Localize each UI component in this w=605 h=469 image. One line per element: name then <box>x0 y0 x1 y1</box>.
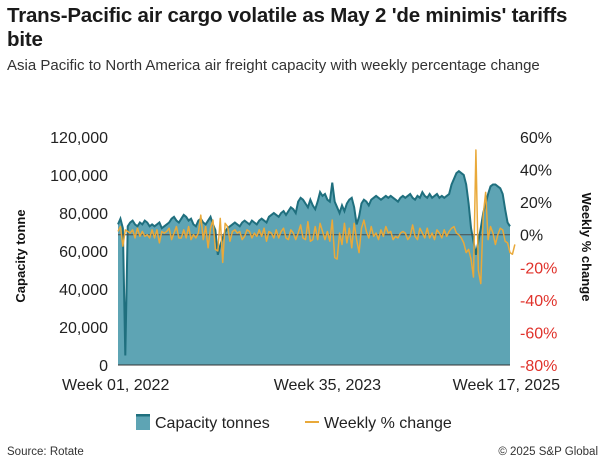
right-tick-label: -20% <box>520 260 557 277</box>
weekly-change-line <box>117 149 516 285</box>
legend-label-weekly-change: Weekly % change <box>324 415 452 432</box>
right-tick-label: -80% <box>520 358 557 375</box>
right-tick-label: -60% <box>520 325 557 342</box>
right-axis-ticks: -80% -60% -40% -20% 0% 20% 40% 60% <box>520 130 557 375</box>
legend-swatch-capacity <box>136 414 150 430</box>
left-tick-label: 120,000 <box>50 130 108 147</box>
x-tick-label: Week 35, 2023 <box>274 377 381 394</box>
left-axis-ticks: 0 20,000 40,000 60,000 80,000 100,000 120,000 <box>50 130 108 375</box>
legend: Capacity tonnes Weekly % change <box>136 414 452 432</box>
right-tick-label: 20% <box>520 195 552 212</box>
right-tick-label: 40% <box>520 163 552 180</box>
right-tick-label: 0% <box>520 228 543 245</box>
x-axis-ticks: Week 01, 2022 Week 35, 2023 Week 17, 2025 <box>62 377 560 394</box>
copyright-note: © 2025 S&P Global <box>498 446 598 458</box>
legend-label-capacity: Capacity tonnes <box>155 415 270 432</box>
left-tick-label: 0 <box>99 358 108 375</box>
left-tick-label: 60,000 <box>59 244 108 261</box>
chart-title: Trans-Pacific air cargo volatile as May … <box>7 4 568 51</box>
left-tick-label: 20,000 <box>59 320 108 337</box>
capacity-area-outline <box>117 169 511 356</box>
legend-swatch-capacity-outline <box>136 414 150 417</box>
left-tick-label: 40,000 <box>59 282 108 299</box>
right-tick-label: -40% <box>520 293 557 310</box>
left-tick-label: 100,000 <box>50 168 108 185</box>
capacity-area <box>118 171 510 365</box>
right-axis-title: Weekly % change <box>579 193 594 302</box>
source-note: Source: Rotate <box>7 446 84 458</box>
right-tick-label: 60% <box>520 130 552 147</box>
chart-subtitle: Asia Pacific to North America air freigh… <box>7 57 540 74</box>
left-tick-label: 80,000 <box>59 206 108 223</box>
plot-area <box>117 149 516 366</box>
x-tick-label: Week 17, 2025 <box>453 377 560 394</box>
x-tick-label: Week 01, 2022 <box>62 377 169 394</box>
left-axis-title: Capacity tonne <box>13 209 28 302</box>
